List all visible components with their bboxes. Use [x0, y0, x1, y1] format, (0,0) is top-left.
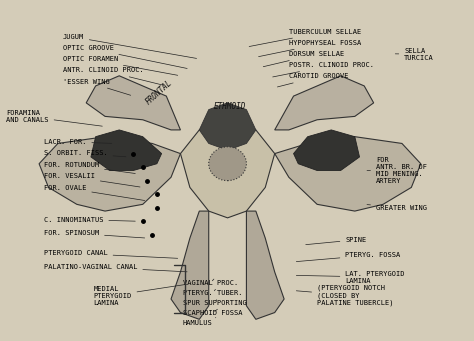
Text: DORSUM SELLAE: DORSUM SELLAE: [263, 51, 344, 67]
Text: HAMULUS: HAMULUS: [183, 317, 216, 326]
Polygon shape: [246, 211, 284, 319]
Text: SPINE: SPINE: [306, 237, 366, 244]
Text: LAT. PTERYGOID
LAMINA: LAT. PTERYGOID LAMINA: [296, 270, 405, 283]
Text: (PTERYGOID NOTCH
(CLOSED BY
PALATINE TUBERCLE): (PTERYGOID NOTCH (CLOSED BY PALATINE TUB…: [296, 285, 393, 307]
Text: SPUR SUPPORTING: SPUR SUPPORTING: [183, 300, 246, 306]
Polygon shape: [293, 130, 359, 170]
Polygon shape: [171, 211, 209, 319]
Polygon shape: [91, 130, 162, 170]
Text: FOR. VESALII: FOR. VESALII: [44, 173, 140, 187]
Text: FOR. ROTUNDUM: FOR. ROTUNDUM: [44, 162, 135, 174]
Text: JUGUM: JUGUM: [63, 34, 197, 58]
Text: C. INNOMINATUS: C. INNOMINATUS: [44, 217, 135, 223]
Polygon shape: [181, 120, 275, 218]
Text: OPTIC FORAMEN: OPTIC FORAMEN: [63, 56, 178, 75]
Text: SELLA
TURCICA: SELLA TURCICA: [395, 48, 434, 61]
Text: OPTIC GROOVE: OPTIC GROOVE: [63, 45, 187, 69]
Text: ETHMOID: ETHMOID: [214, 102, 246, 111]
Text: HYPOPHYSEAL FOSSA: HYPOPHYSEAL FOSSA: [259, 40, 361, 57]
Polygon shape: [86, 76, 181, 130]
Text: PTERYGOID CANAL: PTERYGOID CANAL: [44, 250, 178, 258]
Text: ANTR. CLINOID PROC.: ANTR. CLINOID PROC.: [63, 68, 164, 85]
Text: MEDIAL
PTERYGOID
LAMINA: MEDIAL PTERYGOID LAMINA: [93, 284, 187, 306]
Text: FORAMINA
AND CANALS: FORAMINA AND CANALS: [6, 110, 102, 126]
Text: VAGINAL PROC.: VAGINAL PROC.: [183, 279, 238, 286]
Text: PTERYG. TUBER.: PTERYG. TUBER.: [183, 290, 242, 296]
Ellipse shape: [209, 147, 246, 181]
Text: GREATER WING: GREATER WING: [367, 205, 427, 211]
Text: FOR. SPINOSUM: FOR. SPINOSUM: [44, 230, 145, 238]
Text: CAROTID GROOVE: CAROTID GROOVE: [277, 73, 348, 87]
Text: FOR
ANTR. BR. OF
MID MENING.
ARTERY: FOR ANTR. BR. OF MID MENING. ARTERY: [367, 157, 427, 184]
Text: SCAPHOID FOSSA: SCAPHOID FOSSA: [183, 309, 242, 316]
Text: PTERYG. FOSSA: PTERYG. FOSSA: [296, 252, 401, 262]
Text: TUBERCULUM SELLAE: TUBERCULUM SELLAE: [249, 29, 361, 46]
Text: 'ESSER WING: 'ESSER WING: [63, 78, 131, 95]
Polygon shape: [199, 103, 256, 150]
Text: LACR. FOR.: LACR. FOR.: [44, 139, 112, 145]
Polygon shape: [39, 137, 181, 211]
Text: POSTR. CLINOID PROC.: POSTR. CLINOID PROC.: [273, 62, 374, 77]
Text: FRONTAL: FRONTAL: [144, 78, 174, 107]
Text: PALATINO-VAGINAL CANAL: PALATINO-VAGINAL CANAL: [44, 264, 187, 272]
Text: S. ORBIT. FISS.: S. ORBIT. FISS.: [44, 150, 126, 157]
Polygon shape: [275, 76, 374, 130]
Polygon shape: [275, 137, 421, 211]
Text: FOR. OVALE: FOR. OVALE: [44, 185, 145, 201]
